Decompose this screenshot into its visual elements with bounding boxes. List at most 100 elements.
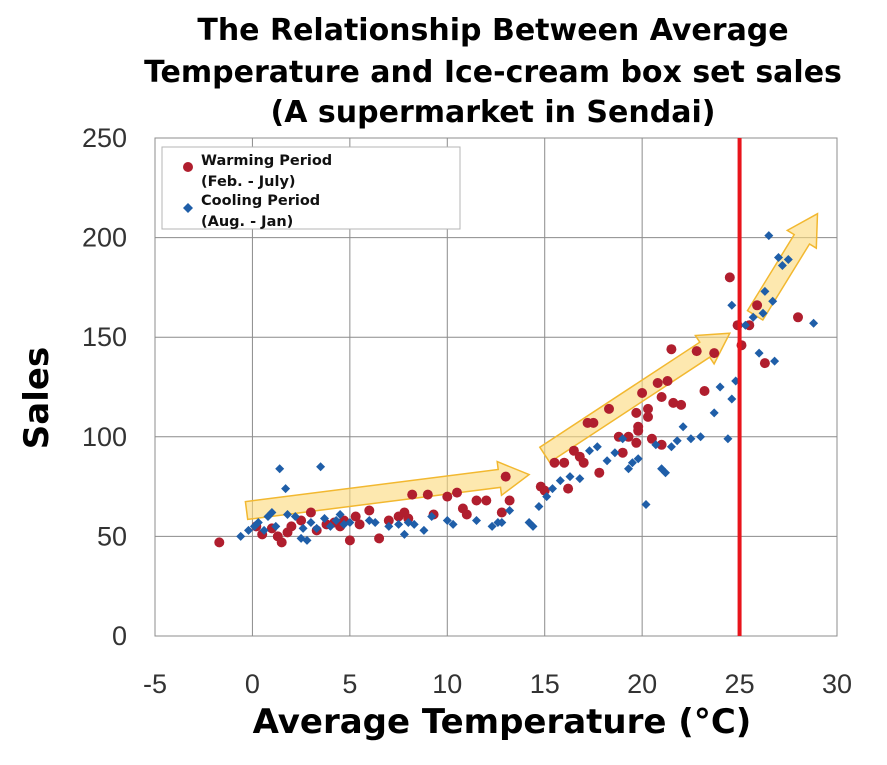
warming-point xyxy=(676,399,687,410)
cooling-point xyxy=(783,255,793,264)
warming-point xyxy=(643,403,653,414)
warming-point xyxy=(504,495,515,506)
warming-point xyxy=(594,467,605,478)
warming-point xyxy=(656,392,667,402)
cooling-point xyxy=(267,508,277,517)
warming-point xyxy=(793,312,803,323)
warming-point xyxy=(481,495,492,506)
warming-point xyxy=(442,491,453,502)
cooling-point xyxy=(271,521,281,531)
warming-point xyxy=(668,397,679,408)
cooling-point xyxy=(651,440,661,450)
legend: Warming Period (Feb. - July) Cooling Per… xyxy=(161,146,461,230)
x-tick-label: -5 xyxy=(143,669,167,699)
cooling-point xyxy=(618,434,628,444)
x-tick-label: 20 xyxy=(627,669,657,699)
cooling-point xyxy=(548,484,557,494)
legend-warming-marker xyxy=(183,162,193,172)
cooling-point xyxy=(345,518,355,527)
warming-point xyxy=(662,376,673,386)
cooling-point xyxy=(758,308,768,318)
cooling-point xyxy=(497,518,507,527)
warming-point xyxy=(643,411,653,422)
cooling-point xyxy=(678,422,688,432)
warming-point xyxy=(500,471,511,482)
legend-box xyxy=(161,146,461,230)
cooling-point xyxy=(809,318,819,328)
x-tick-label: 0 xyxy=(245,669,260,699)
warming-point xyxy=(305,507,316,518)
cooling-point xyxy=(290,512,300,521)
warming-point xyxy=(559,457,570,468)
warming-point xyxy=(631,407,642,418)
cooling-point xyxy=(774,253,783,262)
cooling-point xyxy=(419,525,429,535)
cooling-point xyxy=(575,474,585,484)
y-axis-label: Sales xyxy=(17,347,57,449)
cooling-point xyxy=(624,464,633,474)
legend-cooling-label-2: (Aug. - Jan) xyxy=(201,214,293,230)
cooling-point xyxy=(281,484,291,494)
cooling-point xyxy=(666,442,676,452)
cooling-point xyxy=(754,348,764,358)
cooling-point xyxy=(777,261,787,270)
chart-title-line-3: (A supermarket in Sendai) xyxy=(271,95,716,130)
x-axis-label: Average Temperature (°C) xyxy=(253,702,752,742)
cooling-point xyxy=(275,464,285,474)
warming-point xyxy=(461,509,472,520)
warming-point xyxy=(276,537,287,548)
cooling-point xyxy=(283,510,292,519)
y-tick-label: 50 xyxy=(97,521,127,551)
cooling-point xyxy=(370,518,380,527)
cooling-point xyxy=(661,468,670,478)
warming-point xyxy=(691,346,702,357)
x-tick-label: 25 xyxy=(725,669,755,699)
cooling-point xyxy=(585,446,594,456)
warming-point xyxy=(666,344,677,355)
cooling-point xyxy=(770,356,780,366)
cooling-point xyxy=(555,476,565,486)
cooling-point xyxy=(316,462,326,472)
warming-point xyxy=(407,489,418,500)
cooling-point xyxy=(686,434,696,444)
x-tick-label: 15 xyxy=(530,669,560,699)
cooling-point xyxy=(325,521,335,531)
cooling-point xyxy=(472,516,481,525)
cooling-point xyxy=(641,500,651,509)
cooling-point xyxy=(727,300,737,310)
cooling-point xyxy=(764,231,774,241)
cooling-point xyxy=(627,458,637,468)
cooling-point xyxy=(709,408,719,418)
warming-point xyxy=(296,515,307,526)
chart-title-line-2: Temperature and Ice-cream box set sales xyxy=(144,55,842,90)
cooling-point xyxy=(448,519,458,529)
warming-point xyxy=(656,439,667,450)
x-tick-label: 10 xyxy=(432,669,462,699)
y-tick-label: 150 xyxy=(82,322,127,352)
warming-point xyxy=(422,489,433,500)
warming-point xyxy=(496,507,507,518)
warming-point xyxy=(631,437,642,448)
cooling-point xyxy=(302,535,312,545)
cooling-point xyxy=(592,442,602,452)
cooling-point xyxy=(672,436,682,446)
warming-point xyxy=(364,505,375,516)
cooling-point xyxy=(331,516,341,525)
trend-arrow xyxy=(244,460,531,521)
warming-point xyxy=(286,521,297,532)
cooling-point xyxy=(253,518,263,527)
warming-point xyxy=(588,417,599,428)
warming-point xyxy=(637,388,648,398)
cooling-point xyxy=(442,516,452,525)
x-axis-ticks: -5 0 5 10 15 20 25 30 xyxy=(143,669,852,699)
cooling-point xyxy=(542,492,552,502)
cooling-point xyxy=(760,286,770,296)
warming-point xyxy=(471,495,482,506)
warming-point xyxy=(452,487,462,498)
y-tick-label: 100 xyxy=(82,422,127,452)
cooling-point xyxy=(723,434,733,444)
cooling-point xyxy=(399,529,409,539)
warming-point xyxy=(604,403,614,414)
cooling-point xyxy=(320,514,329,523)
